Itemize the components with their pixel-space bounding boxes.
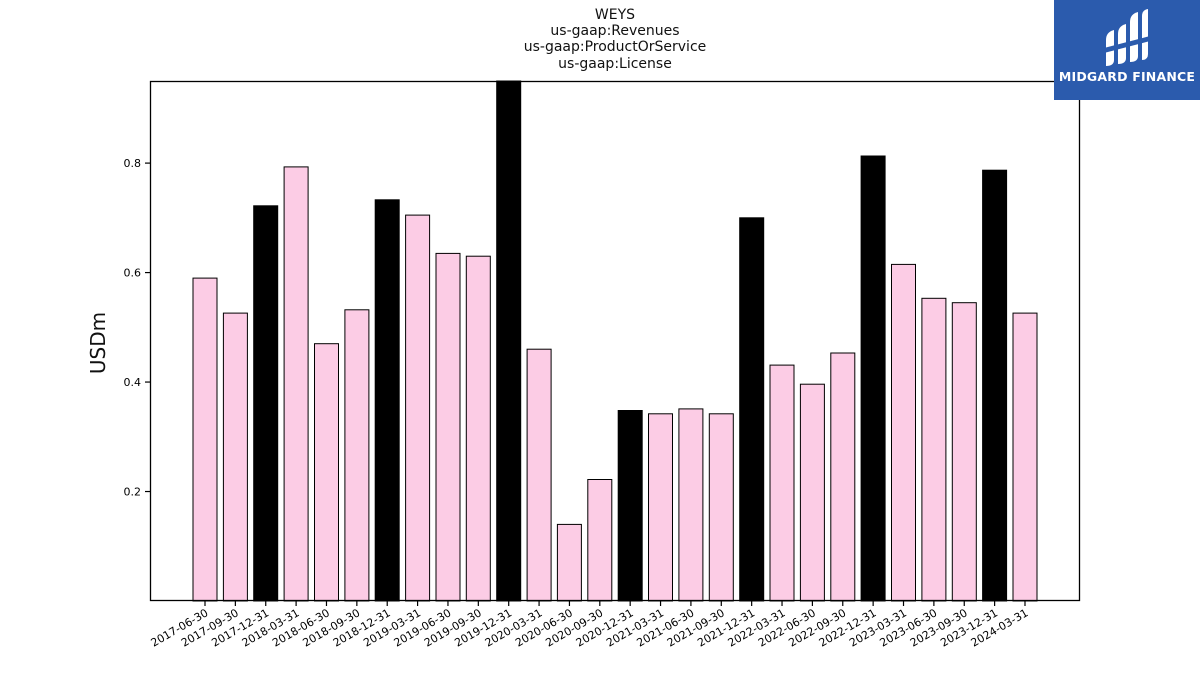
y-tick-label: 0.2 — [124, 486, 142, 499]
chart-title-line-3: us-gaap:ProductOrService — [523, 39, 707, 55]
bar-2021-03-31 — [648, 413, 673, 602]
bar-2019-12-31 — [496, 80, 522, 602]
bar-2017-09-30 — [222, 312, 248, 602]
bar-2017-12-31 — [253, 205, 279, 602]
bar-2020-12-31 — [617, 410, 643, 602]
bar-2023-09-30 — [951, 302, 977, 602]
bar-2018-06-30 — [314, 343, 339, 602]
bar-2020-09-30 — [587, 479, 613, 602]
logo-text: MIDGARD FINANCE — [1058, 69, 1196, 84]
bar-2020-06-30 — [556, 523, 582, 602]
bar-2021-09-30 — [708, 413, 734, 602]
bar-2017-06-30 — [192, 277, 218, 602]
bar-2022-12-31 — [860, 155, 886, 602]
bar-2019-06-30 — [435, 252, 461, 602]
bar-2019-09-30 — [465, 255, 491, 602]
bar-2021-06-30 — [678, 408, 704, 602]
bar-2022-06-30 — [799, 383, 825, 602]
bar-2021-12-31 — [739, 217, 765, 602]
chart-title-line-4: us-gaap:License — [558, 56, 672, 72]
plot-frame — [149, 80, 1081, 602]
bar-2019-03-31 — [405, 214, 431, 602]
bar-2023-06-30 — [921, 297, 947, 602]
bar-2018-12-31 — [374, 199, 400, 602]
y-tick-label: 0.8 — [124, 157, 142, 170]
y-tick-label: 0.6 — [124, 267, 142, 280]
bar-2023-12-31 — [982, 169, 1008, 602]
bars-group — [192, 80, 1038, 602]
chart-title-line-1: WEYS — [594, 7, 636, 23]
y-tick-label: 0.4 — [124, 376, 142, 389]
midgard-finance-logo: MIDGARD FINANCE — [1054, 0, 1200, 100]
bar-2024-03-31 — [1012, 312, 1038, 602]
y-axis-ticks: 0.2 0.4 0.6 0.8 — [124, 157, 150, 499]
bar-2018-03-31 — [283, 166, 309, 602]
bar-2022-09-30 — [830, 352, 856, 602]
bar-2018-09-30 — [344, 309, 370, 602]
x-axis-ticks: 2017-06-302017-09-302017-12-312018-03-31… — [149, 601, 1030, 650]
bar-2020-03-31 — [526, 348, 552, 602]
midgard-logo-icon — [1104, 9, 1150, 66]
bar-2022-03-31 — [769, 364, 795, 602]
chart-title-line-2: us-gaap:Revenues — [550, 23, 680, 39]
bar-2023-03-31 — [891, 263, 916, 602]
